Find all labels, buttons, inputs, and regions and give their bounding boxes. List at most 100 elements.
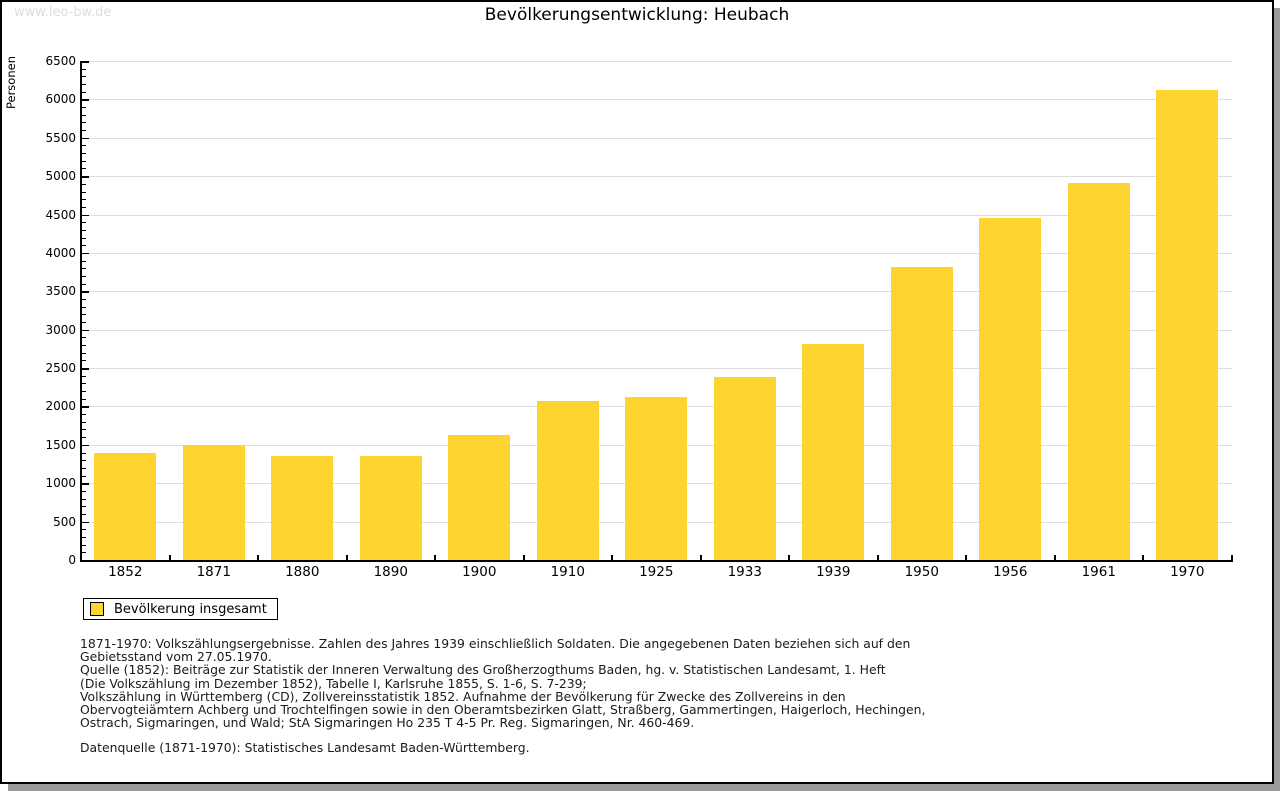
x-tick-label-1933: 1933 — [727, 564, 762, 580]
y-minor-tick — [82, 345, 86, 347]
bar-1939 — [802, 343, 865, 560]
y-minor-tick — [82, 314, 86, 316]
y-major-tick — [82, 483, 89, 485]
y-tick-label: 2500 — [45, 361, 76, 376]
y-minor-tick — [82, 229, 86, 231]
y-minor-tick — [82, 421, 86, 423]
x-boundary-tick — [522, 555, 525, 560]
y-axis-label: Personen — [4, 56, 18, 110]
x-boundary-tick — [434, 555, 436, 560]
x-boundary-tick — [965, 555, 967, 560]
y-minor-tick — [82, 206, 86, 208]
y-minor-tick — [82, 168, 86, 170]
y-tick-label: 5000 — [45, 169, 76, 184]
y-major-tick — [82, 291, 89, 293]
bar-1910 — [536, 401, 599, 560]
y-tick-label: 3500 — [45, 284, 76, 299]
x-boundary-tick — [1230, 555, 1233, 560]
y-major-tick — [82, 99, 89, 101]
y-major-tick — [82, 137, 89, 140]
footnote-line: Quelle (1852): Beiträge zur Statistik de… — [80, 662, 886, 678]
y-minor-tick — [82, 429, 86, 431]
x-tick-label-1950: 1950 — [904, 564, 939, 580]
y-minor-tick — [82, 68, 86, 70]
footnote-line: Gebietsstand vom 27.05.1970. — [80, 649, 272, 665]
y-major-tick — [82, 521, 89, 524]
x-boundary-tick — [168, 555, 171, 560]
y-major-tick — [82, 406, 89, 408]
y-minor-tick — [82, 245, 86, 247]
y-minor-tick — [82, 337, 86, 339]
y-minor-tick — [82, 130, 86, 132]
x-tick-label-1961: 1961 — [1081, 564, 1116, 580]
footnote-line: (Die Volkszählung im Dezember 1852), Tab… — [80, 675, 587, 691]
y-major-tick — [82, 176, 89, 178]
y-gridline — [83, 176, 1232, 178]
y-major-tick — [82, 444, 89, 447]
y-minor-tick — [82, 513, 86, 515]
y-minor-tick — [82, 360, 86, 362]
y-tick-label: 3000 — [45, 322, 76, 337]
y-minor-tick — [82, 383, 86, 385]
bar-1961 — [1067, 182, 1130, 560]
x-tick-label-1956: 1956 — [993, 564, 1028, 580]
watermark-leo-bw: www.leo-bw.de — [14, 5, 112, 20]
y-minor-tick — [82, 145, 86, 147]
y-gridline — [83, 214, 1232, 216]
y-minor-tick — [82, 237, 86, 239]
y-minor-tick — [82, 183, 86, 185]
y-major-tick — [82, 252, 89, 255]
x-tick-label-1890: 1890 — [373, 564, 408, 580]
x-tick-label-1970: 1970 — [1170, 564, 1205, 580]
chart-title: Bevölkerungsentwicklung: Heubach — [484, 5, 790, 25]
footnote-line: Ostrach, Sigmaringen, und Wald; StA Sigm… — [80, 715, 695, 731]
y-minor-tick — [82, 475, 86, 477]
x-boundary-tick — [788, 555, 790, 560]
y-minor-tick — [82, 76, 86, 78]
y-gridline — [83, 137, 1232, 139]
y-minor-tick — [82, 114, 86, 116]
y-tick-label: 500 — [53, 514, 76, 529]
y-tick-label: 5500 — [45, 130, 76, 145]
y-gridline — [83, 61, 1232, 62]
bar-1970 — [1156, 89, 1219, 560]
y-minor-tick — [82, 398, 86, 400]
y-minor-tick — [82, 222, 86, 224]
footnote-line: Volkszählung in Württemberg (CD), Zollve… — [80, 688, 846, 704]
bar-1956 — [979, 217, 1042, 560]
bar-1880 — [271, 455, 334, 560]
y-minor-tick — [82, 544, 86, 546]
y-minor-tick — [82, 122, 86, 124]
x-tick-label-1900: 1900 — [462, 564, 497, 580]
x-boundary-tick — [699, 555, 702, 560]
y-major-tick — [82, 560, 89, 562]
y-minor-tick — [82, 460, 86, 462]
legend-swatch-icon — [90, 602, 104, 616]
y-gridline — [83, 368, 1232, 370]
y-tick-label: 6500 — [45, 54, 76, 68]
bar-1925 — [625, 397, 688, 560]
bar-1950 — [890, 266, 953, 560]
x-boundary-tick — [611, 555, 613, 560]
x-axis-line — [80, 560, 1233, 562]
y-minor-tick — [82, 107, 86, 109]
y-minor-tick — [82, 322, 86, 323]
bar-1900 — [448, 434, 511, 560]
y-minor-tick — [82, 153, 86, 155]
x-boundary-tick — [1053, 555, 1056, 560]
y-tick-label: 0 — [68, 553, 76, 567]
x-tick-label-1880: 1880 — [285, 564, 320, 580]
y-gridline — [83, 291, 1232, 293]
bar-1933 — [713, 376, 776, 560]
y-gridline — [83, 329, 1232, 331]
y-minor-tick — [82, 498, 86, 500]
datasource-line: Datenquelle (1871-1970): Statistisches L… — [80, 740, 530, 755]
x-boundary-tick — [345, 555, 348, 560]
bar-1871 — [182, 444, 245, 560]
y-tick-label: 1500 — [45, 437, 76, 452]
x-boundary-tick — [876, 555, 879, 560]
y-minor-tick — [82, 352, 86, 354]
y-tick-label: 2000 — [45, 399, 76, 414]
x-tick-label-1910: 1910 — [550, 564, 585, 580]
